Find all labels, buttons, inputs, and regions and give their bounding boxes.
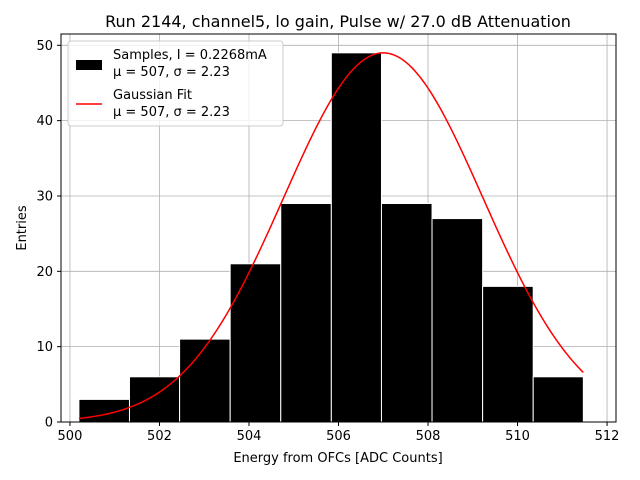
legend-samples-stats: μ = 507, σ = 2.23 (113, 65, 230, 80)
histogram-bar (179, 338, 231, 423)
x-tick-label: 512 (595, 429, 620, 444)
legend-fit-stats: μ = 507, σ = 2.23 (113, 105, 230, 120)
histogram-bar (330, 52, 382, 423)
x-axis-ticks: 500 502 504 506 508 510 512 (58, 422, 620, 444)
histogram-bar (431, 218, 484, 423)
x-tick-label: 506 (326, 429, 351, 444)
x-tick-label: 508 (416, 429, 441, 444)
histogram-bar (229, 263, 282, 423)
y-tick-label: 30 (36, 189, 53, 204)
legend: Samples, I = 0.2268mA μ = 507, σ = 2.23 … (67, 40, 284, 127)
chart-title: Run 2144, channel5, lo gain, Pulse w/ 27… (105, 12, 571, 31)
x-tick-label: 502 (147, 429, 172, 444)
histogram-bar (532, 376, 584, 423)
gaussian-fit-curve (78, 52, 584, 420)
y-tick-label: 50 (36, 39, 53, 54)
histogram-bar (280, 203, 332, 423)
x-tick-label: 504 (237, 429, 262, 444)
y-tick-label: 10 (36, 340, 53, 355)
y-axis-ticks: 0 10 20 30 40 50 (36, 39, 61, 431)
x-tick-label: 510 (505, 429, 530, 444)
x-axis-label: Energy from OFCs [ADC Counts] (233, 451, 442, 466)
histogram-bar (380, 203, 433, 423)
legend-samples-label: Samples, I = 0.2268mA (113, 48, 267, 63)
legend-fit-label: Gaussian Fit (113, 88, 192, 103)
histogram-bars (78, 52, 584, 423)
y-tick-label: 0 (45, 416, 53, 431)
histogram-bar (482, 285, 534, 423)
legend-samples-swatch (76, 60, 102, 70)
y-tick-label: 20 (36, 265, 53, 280)
legend-box (67, 40, 284, 127)
y-tick-label: 40 (36, 114, 53, 129)
y-axis-label: Entries (15, 205, 30, 251)
x-tick-label: 500 (58, 429, 83, 444)
